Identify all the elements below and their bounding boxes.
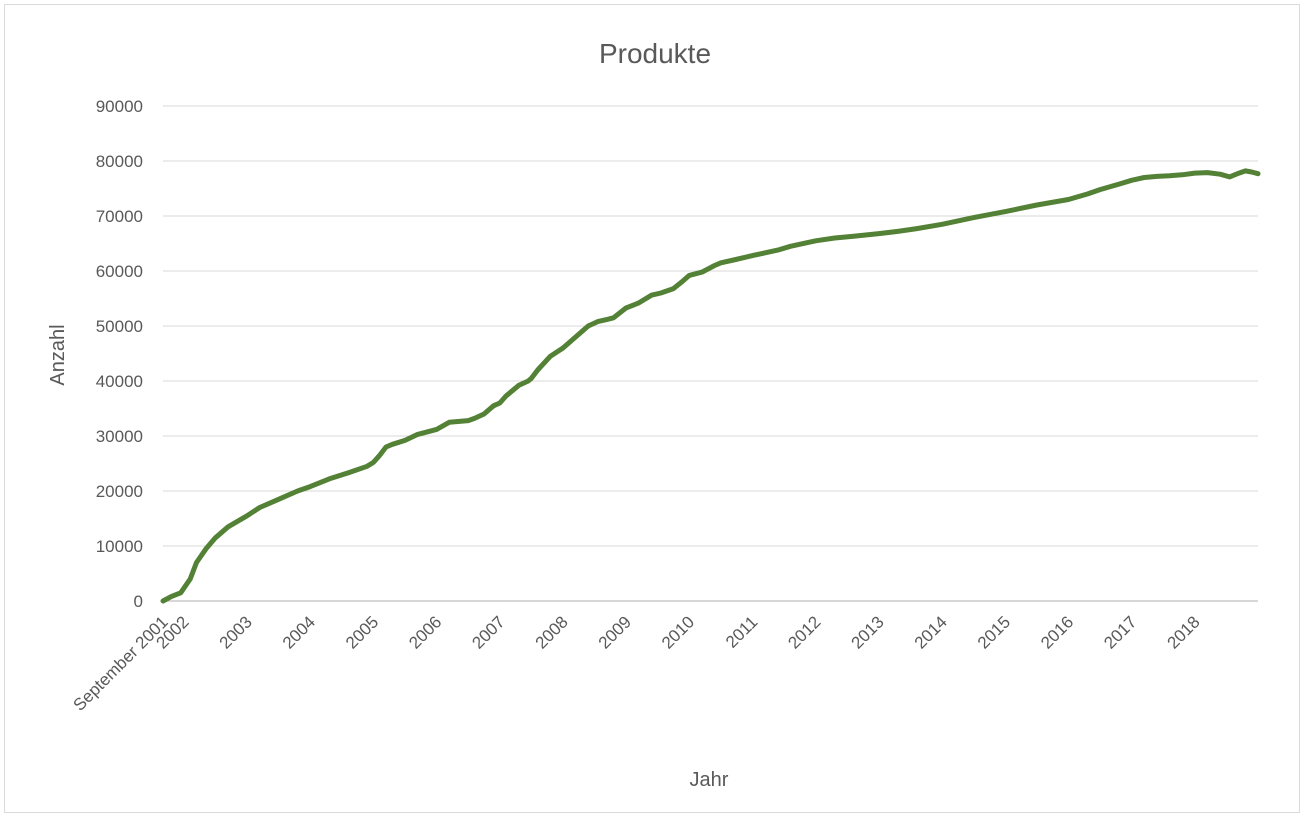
y-tick-label-90000: 90000 bbox=[96, 97, 143, 116]
x-tick-label-2005: 2005 bbox=[342, 612, 382, 652]
y-axis-ticks: 0 10000 20000 30000 40000 50000 60000 70000 8000… bbox=[96, 97, 143, 611]
x-axis-title: Jahr bbox=[690, 769, 729, 791]
x-tick-label-2004: 2004 bbox=[279, 612, 319, 652]
x-tick-label-2010: 2010 bbox=[658, 612, 698, 652]
x-tick-label-2008: 2008 bbox=[532, 612, 572, 652]
y-tick-label-40000: 40000 bbox=[96, 372, 143, 391]
x-tick-label-september-2001: September 2001 bbox=[70, 612, 172, 714]
x-tick-label-2018: 2018 bbox=[1163, 612, 1203, 652]
chart-title: Produkte bbox=[599, 38, 711, 69]
x-tick-label-2007: 2007 bbox=[468, 612, 508, 652]
x-tick-label-2006: 2006 bbox=[405, 612, 445, 652]
x-tick-label-2016: 2016 bbox=[1037, 612, 1077, 652]
x-tick-label-2017: 2017 bbox=[1100, 612, 1140, 652]
y-tick-label-80000: 80000 bbox=[96, 152, 143, 171]
y-tick-label-20000: 20000 bbox=[96, 482, 143, 501]
x-tick-label-2012: 2012 bbox=[784, 612, 824, 652]
x-tick-label-2014: 2014 bbox=[911, 612, 951, 652]
series-line-0 bbox=[160, 168, 1261, 604]
x-tick-label-2011: 2011 bbox=[722, 612, 761, 651]
y-axis-title: Anzahl bbox=[47, 324, 69, 385]
y-tick-label-60000: 60000 bbox=[96, 262, 143, 281]
x-tick-label-2009: 2009 bbox=[595, 612, 635, 652]
series-layer bbox=[160, 168, 1261, 604]
y-tick-label-10000: 10000 bbox=[96, 537, 143, 556]
gridlines bbox=[163, 105, 1258, 602]
y-tick-label-0: 0 bbox=[134, 592, 143, 611]
y-tick-label-70000: 70000 bbox=[96, 207, 143, 226]
y-tick-label-30000: 30000 bbox=[96, 427, 143, 446]
x-tick-label-2003: 2003 bbox=[216, 612, 256, 652]
x-tick-label-2013: 2013 bbox=[848, 612, 888, 652]
x-tick-label-2015: 2015 bbox=[974, 612, 1014, 652]
chart-frame bbox=[4, 4, 1300, 813]
y-tick-label-50000: 50000 bbox=[96, 317, 143, 336]
